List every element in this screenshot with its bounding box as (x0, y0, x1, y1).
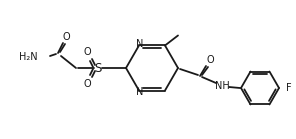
Text: NH: NH (215, 81, 229, 91)
Text: F: F (286, 83, 292, 93)
Text: N: N (136, 39, 144, 49)
Text: N: N (136, 86, 144, 96)
Text: O: O (206, 55, 214, 65)
Text: O: O (62, 32, 70, 42)
Text: H₂N: H₂N (19, 52, 38, 62)
Text: O: O (83, 79, 91, 89)
Text: O: O (83, 47, 91, 57)
Text: S: S (94, 61, 102, 75)
